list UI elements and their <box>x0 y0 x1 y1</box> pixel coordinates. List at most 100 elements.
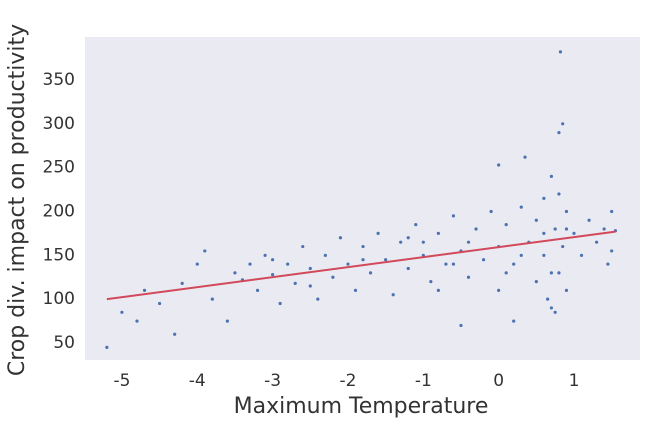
point <box>451 214 456 218</box>
x-tick-label: -5 <box>113 371 130 391</box>
y-tick-label: 200 <box>43 201 75 221</box>
point <box>338 236 343 240</box>
point <box>579 253 584 257</box>
point <box>466 275 471 279</box>
point <box>399 240 403 244</box>
point <box>376 231 380 235</box>
point <box>564 288 569 292</box>
point <box>173 332 177 336</box>
point <box>225 319 230 323</box>
point <box>587 218 591 222</box>
point <box>406 266 410 271</box>
point <box>353 288 358 292</box>
y-tick-label: 100 <box>43 289 75 309</box>
point <box>557 130 561 135</box>
point <box>606 262 610 266</box>
point <box>248 262 252 266</box>
point <box>466 240 471 244</box>
point <box>558 50 563 54</box>
point <box>271 273 275 277</box>
fit-line <box>106 230 616 301</box>
point <box>549 306 553 310</box>
point <box>481 258 486 262</box>
point <box>519 205 523 209</box>
point <box>489 209 493 214</box>
point <box>557 271 561 275</box>
point <box>451 262 456 266</box>
point <box>444 262 448 266</box>
point <box>519 253 523 257</box>
point <box>523 155 527 159</box>
point <box>384 258 388 262</box>
point <box>142 288 147 292</box>
point <box>346 262 350 266</box>
point <box>553 227 557 231</box>
point <box>368 271 373 275</box>
x-tick-label: 1 <box>569 371 580 391</box>
point <box>595 240 599 244</box>
point <box>255 288 260 292</box>
point <box>561 244 565 249</box>
point <box>195 262 199 266</box>
point <box>553 310 557 314</box>
point <box>474 227 478 231</box>
point <box>549 271 553 275</box>
point <box>278 301 282 306</box>
x-tick-label: -4 <box>189 371 206 391</box>
point <box>512 319 516 323</box>
point <box>414 223 418 227</box>
plot-area <box>85 37 640 360</box>
point <box>534 280 538 284</box>
point <box>361 258 365 262</box>
point <box>308 284 312 288</box>
y-tick-label: 50 <box>53 333 75 353</box>
point <box>233 271 237 275</box>
point <box>436 288 440 292</box>
point <box>308 266 312 271</box>
point <box>421 240 425 244</box>
point <box>120 310 124 314</box>
x-tick-label: -2 <box>339 371 356 391</box>
point <box>542 253 546 257</box>
point <box>391 293 395 297</box>
point <box>610 209 614 214</box>
point <box>203 249 207 253</box>
y-axis-label: Crop div. impact on productivity <box>5 24 30 376</box>
point <box>542 231 546 235</box>
point <box>263 253 267 257</box>
point <box>406 236 410 240</box>
point <box>135 319 139 323</box>
point <box>436 231 440 235</box>
x-tick-label: -3 <box>264 371 281 391</box>
point <box>546 297 550 301</box>
x-tick-label: -1 <box>415 371 432 391</box>
point <box>572 231 576 235</box>
point <box>497 163 501 167</box>
point <box>301 244 305 249</box>
point <box>549 174 553 179</box>
y-tick-label: 350 <box>43 70 75 90</box>
point <box>361 244 365 249</box>
point <box>564 209 569 214</box>
point <box>504 223 508 227</box>
point <box>542 196 546 200</box>
point <box>286 262 290 266</box>
point <box>323 253 327 257</box>
x-axis-label: Maximum Temperature <box>234 394 489 419</box>
point <box>534 218 538 222</box>
point <box>180 281 184 285</box>
point <box>561 122 565 126</box>
point <box>602 227 606 231</box>
point <box>271 258 275 262</box>
point <box>293 281 297 285</box>
point <box>105 345 109 349</box>
point <box>210 297 214 301</box>
point <box>504 271 508 275</box>
point <box>557 192 561 196</box>
point <box>512 262 516 266</box>
point <box>564 227 569 231</box>
point <box>157 301 162 306</box>
point <box>429 280 433 284</box>
point <box>610 249 614 253</box>
y-tick-label: 250 <box>43 158 75 178</box>
